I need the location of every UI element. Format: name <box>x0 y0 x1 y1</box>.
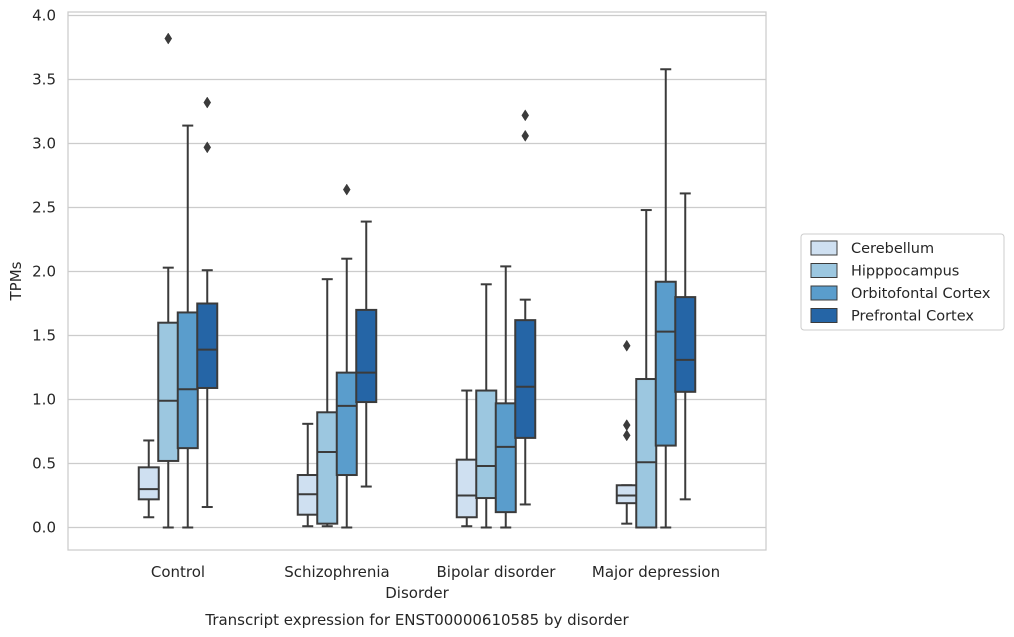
legend-swatch <box>810 263 838 278</box>
box-body <box>355 308 378 404</box>
y-tick-label: 1.0 <box>32 391 56 409</box>
box-prefrontal-cortex <box>674 192 697 501</box>
box-body <box>475 389 498 500</box>
box-orbitofontal-cortex <box>176 124 199 529</box>
box-body <box>137 466 160 501</box>
x-tick-label: Bipolar disorder <box>437 563 557 581</box>
x-axis-title: Disorder <box>385 584 449 602</box>
y-tick-label: 0.5 <box>32 455 56 473</box>
box-body <box>674 296 697 393</box>
box-body <box>176 311 199 450</box>
box-orbitofontal-cortex <box>335 183 358 529</box>
outlier-point <box>521 129 530 142</box>
legend: Cerebellum Hipppocampus Orbitofontal Corte… <box>800 233 1005 331</box>
box-cerebellum <box>296 422 319 528</box>
box-body <box>615 484 638 505</box>
box-body <box>514 319 537 439</box>
box-body <box>196 302 219 389</box>
legend-swatch <box>810 285 838 301</box>
box-orbitofontal-cortex <box>494 265 517 529</box>
box-orbitofontal-cortex <box>654 68 677 529</box>
box-body <box>455 458 478 519</box>
outlier-point <box>622 429 631 442</box>
outlier-point <box>164 32 173 45</box>
box-body <box>316 411 339 525</box>
plot-frame <box>67 11 767 551</box>
x-tick-label: Schizophrenia <box>284 563 389 581</box>
outlier-point <box>203 141 212 154</box>
box-hipppocampus <box>157 32 180 529</box>
box-body <box>335 371 358 477</box>
chart-title: Transcript expression for ENST0000061058… <box>204 611 629 629</box>
x-tick-labels: Control Schizophrenia Bipolar disorder Majo… <box>151 563 720 581</box>
box-cerebellum <box>615 339 638 525</box>
y-tick-label: 2.0 <box>32 263 56 281</box>
x-tick-label: Control <box>151 563 205 581</box>
y-axis-title: TPMs <box>7 261 25 301</box>
y-tick-label: 2.5 <box>32 199 56 217</box>
outlier-point <box>521 109 530 122</box>
legend-label: Prefrontal Cortex <box>851 309 974 325</box>
legend-label: Orbitofontal Cortex <box>851 286 991 302</box>
y-tick-label: 3.5 <box>32 71 56 89</box>
box-prefrontal-cortex <box>355 220 378 488</box>
box-layer <box>137 32 697 529</box>
outlier-point <box>622 339 631 352</box>
legend-label: Cerebellum <box>851 241 934 257</box>
legend-label: Hipppocampus <box>851 264 959 280</box>
box-body <box>654 280 677 447</box>
outlier-point <box>622 419 631 432</box>
legend-frame <box>800 233 1005 331</box>
x-tick-label: Major depression <box>592 563 720 581</box>
box-body <box>635 378 658 529</box>
box-hipppocampus <box>475 283 498 529</box>
box-hipppocampus <box>316 278 339 528</box>
outlier-point <box>342 183 351 196</box>
box-prefrontal-cortex <box>196 96 219 509</box>
y-tick-labels: 0.0 0.5 1.0 1.5 2.0 2.5 3.0 3.5 4.0 <box>32 7 56 537</box>
y-tick-label: 0.0 <box>32 519 56 537</box>
box-hipppocampus <box>635 209 658 529</box>
box-prefrontal-cortex <box>514 109 537 506</box>
y-tick-label: 4.0 <box>32 7 56 25</box>
box-cerebellum <box>455 389 478 528</box>
outlier-point <box>203 96 212 109</box>
y-tick-label: 3.0 <box>32 135 56 153</box>
legend-swatch <box>810 308 838 323</box>
y-tick-label: 1.5 <box>32 327 56 345</box>
box-body <box>157 321 180 462</box>
box-cerebellum <box>137 439 160 519</box>
box-body <box>494 402 517 514</box>
legend-swatch <box>810 240 838 256</box>
